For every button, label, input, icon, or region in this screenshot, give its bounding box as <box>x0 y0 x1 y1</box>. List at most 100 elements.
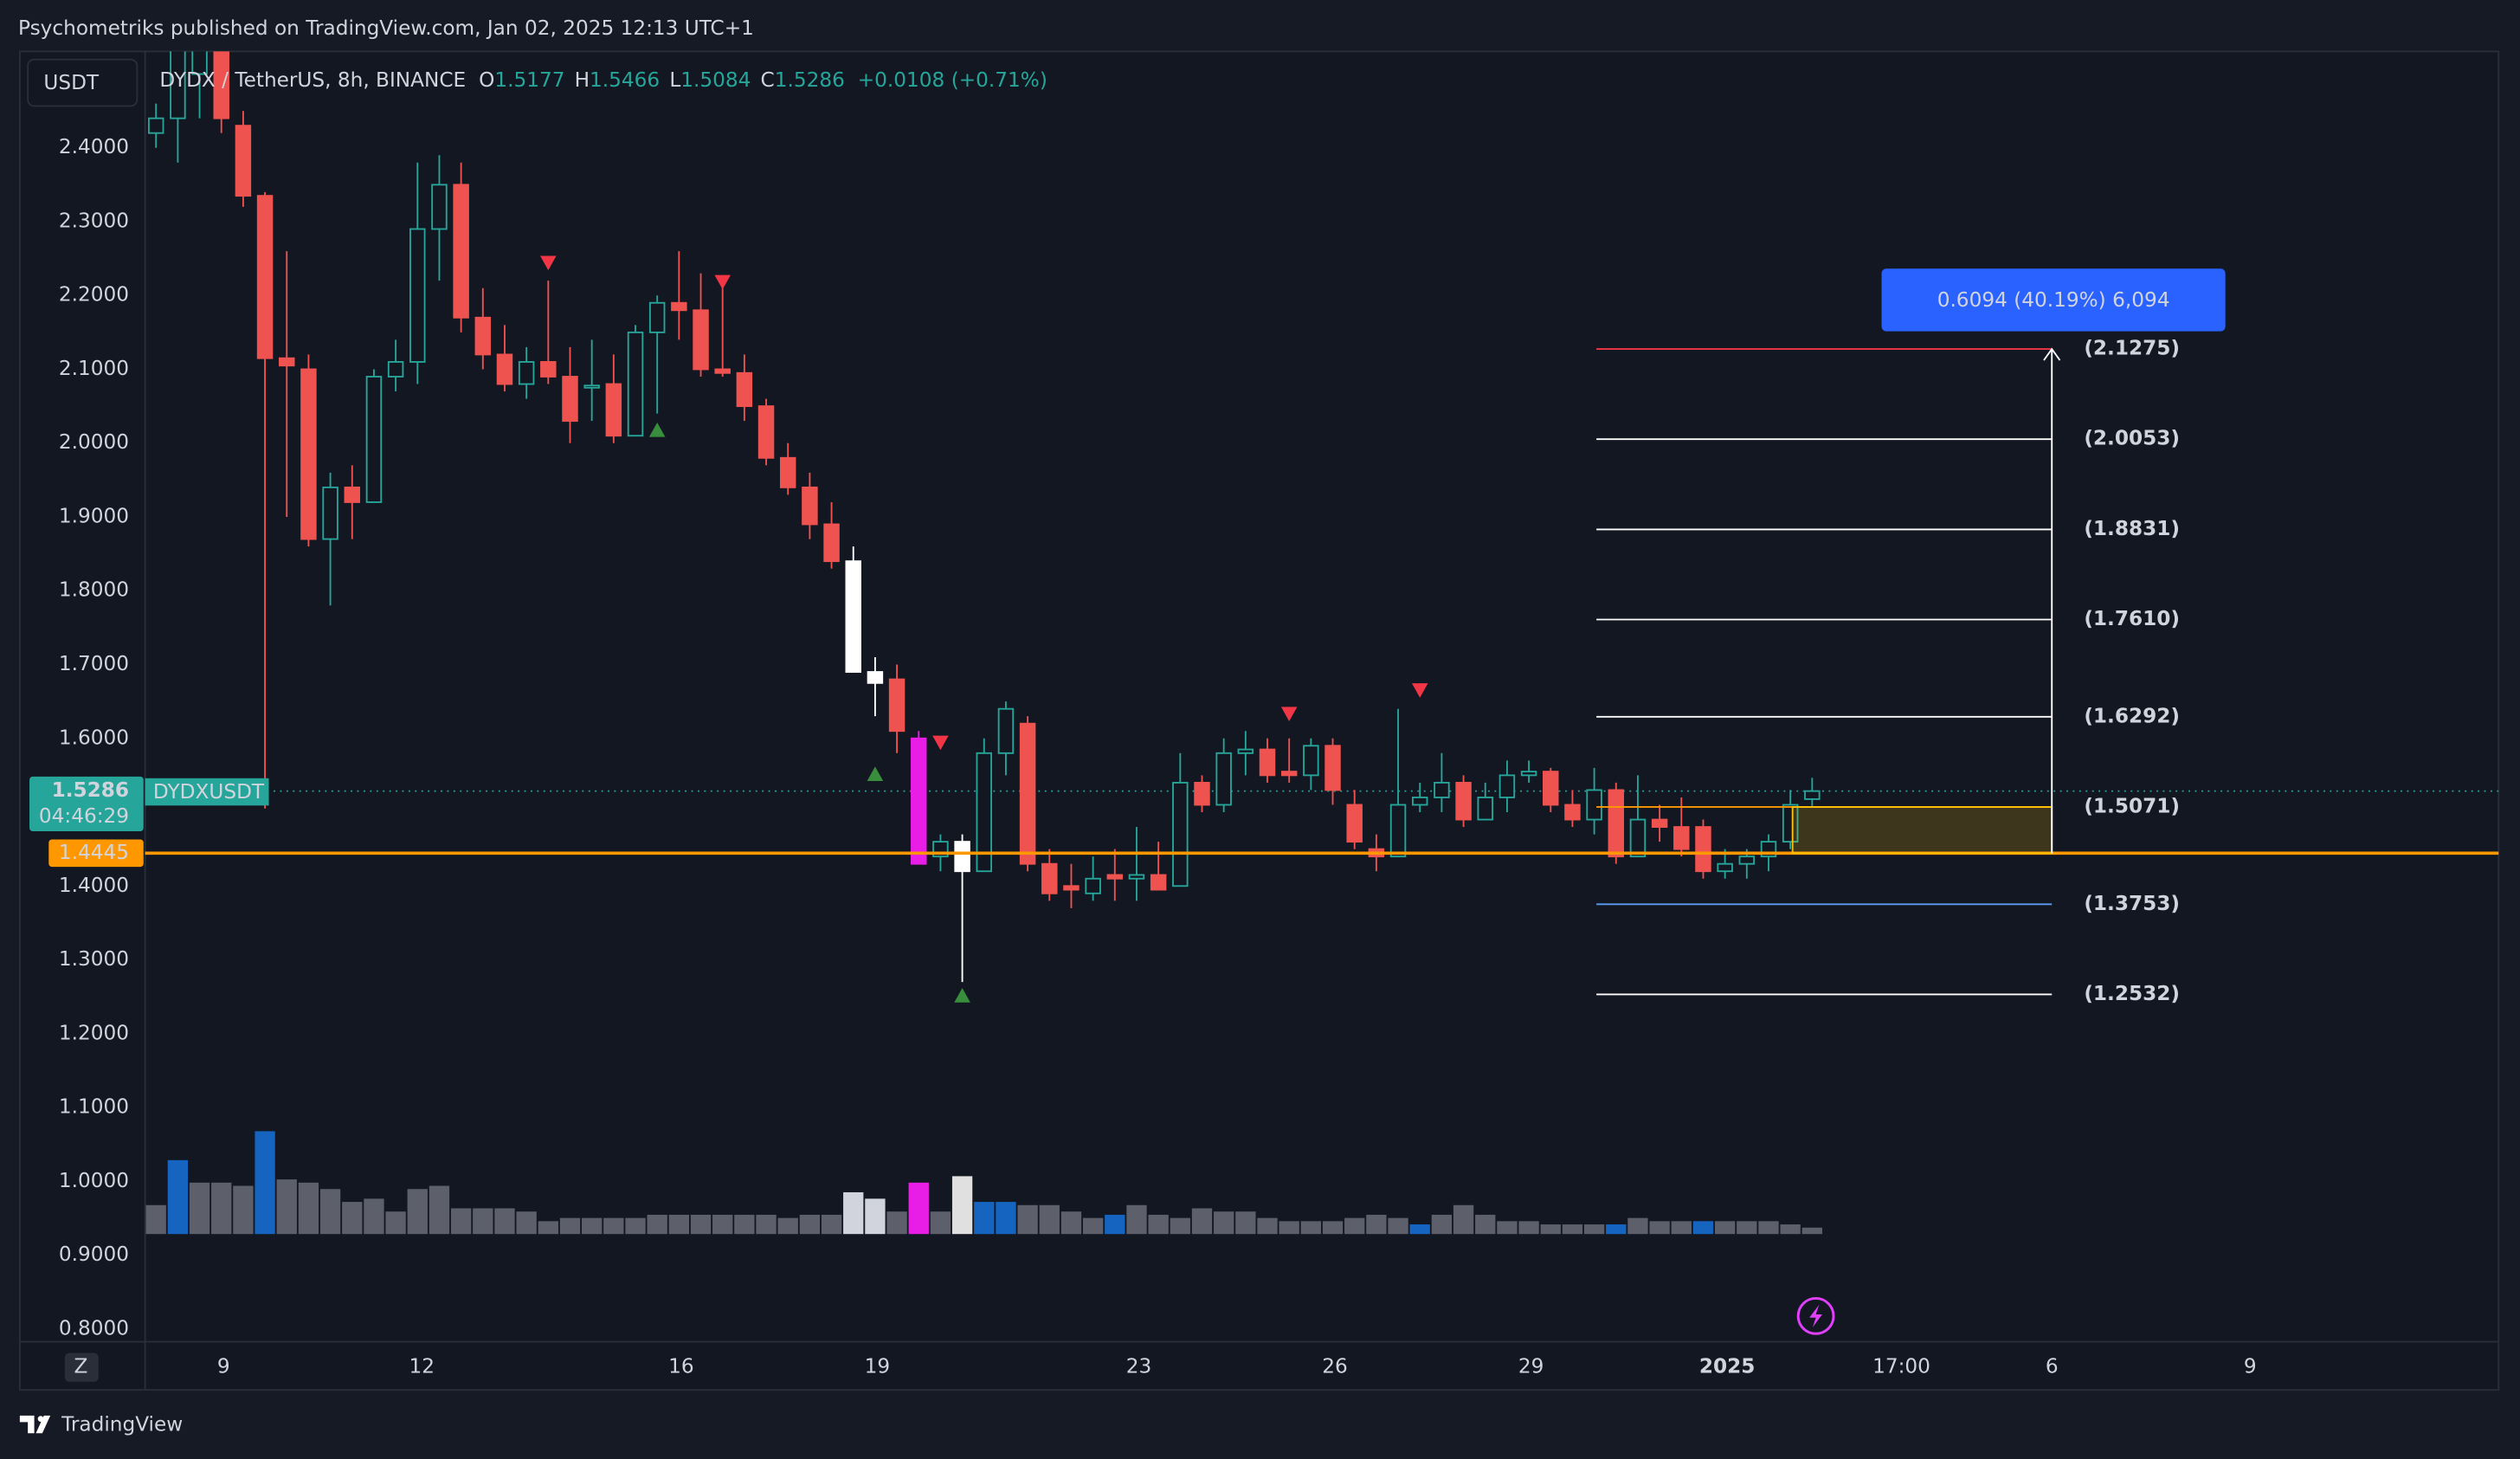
candle-body <box>757 405 775 459</box>
candle-body <box>344 486 360 503</box>
y-tick-label: 1.3000 <box>59 947 129 971</box>
y-tick-label: 1.4000 <box>59 874 129 897</box>
x-tick-label: 16 <box>668 1355 694 1378</box>
candle-body <box>1564 804 1581 821</box>
legend-field-label: O <box>479 68 494 91</box>
measure-box <box>1881 268 2226 332</box>
fib-label: (2.1275) <box>2084 337 2180 360</box>
volume-bar <box>1322 1221 1344 1235</box>
candle-body <box>1629 818 1647 858</box>
candle-body <box>1608 789 1625 858</box>
volume-bar <box>1017 1204 1038 1235</box>
y-tick-label: 2.2000 <box>59 283 129 307</box>
volume-bar <box>494 1208 515 1235</box>
candle-body <box>1063 885 1080 891</box>
volume-bar <box>1191 1208 1213 1235</box>
zoom-button[interactable] <box>64 1352 99 1382</box>
volume-bar <box>1082 1217 1104 1235</box>
y-tick-label: 2.1000 <box>59 357 129 380</box>
volume-bar <box>1300 1221 1322 1235</box>
volume-bar <box>559 1217 581 1235</box>
last-price-box <box>29 776 144 832</box>
y-tick-label: 1.0000 <box>59 1169 129 1192</box>
signal-marker <box>1411 683 1428 698</box>
signal-marker <box>867 766 884 781</box>
currency-label[interactable]: USDT <box>43 71 100 94</box>
measure-arrowhead <box>2043 347 2061 361</box>
volume-bar <box>342 1202 363 1235</box>
x-tick-label: 17:00 <box>1872 1355 1930 1378</box>
candle-body <box>1215 752 1232 806</box>
currency-button[interactable] <box>27 58 139 107</box>
candle-body <box>648 301 666 333</box>
lightning-button[interactable] <box>1796 1296 1835 1335</box>
volume-bar <box>1692 1221 1714 1235</box>
symbol-box <box>145 778 269 806</box>
candle-body <box>1041 862 1058 894</box>
countdown: 04:46:29 <box>39 804 129 828</box>
legend-change: +0.0108 <box>858 68 945 91</box>
legend-field-label: C <box>761 68 775 91</box>
candle-body <box>976 752 993 873</box>
volume-bar <box>189 1182 210 1235</box>
candle-body <box>1128 874 1145 880</box>
candle-body <box>1303 745 1319 777</box>
volume-bar <box>974 1202 995 1235</box>
volume-bar <box>1148 1214 1169 1235</box>
candle-body <box>671 301 687 312</box>
volume-bar <box>1039 1204 1060 1235</box>
volume-bar <box>1627 1217 1648 1235</box>
volume-bar <box>799 1214 821 1235</box>
signal-marker <box>932 735 949 751</box>
volume-bar <box>756 1214 777 1235</box>
x-tick-label: 9 <box>2244 1355 2257 1378</box>
candle-body <box>1346 804 1363 843</box>
candle-body <box>1717 862 1733 873</box>
volume-bar <box>582 1217 603 1235</box>
candle-body <box>1543 771 1559 806</box>
candle-body <box>1411 797 1428 806</box>
fib-label: (1.5071) <box>2084 794 2180 817</box>
volume-bar <box>1126 1204 1147 1235</box>
x-tick-label: 23 <box>1126 1355 1152 1378</box>
y-tick-label: 0.9000 <box>59 1243 129 1266</box>
candle-body <box>911 737 927 865</box>
candle-body <box>1434 781 1450 798</box>
volume-bar <box>886 1211 907 1235</box>
volume-bar <box>473 1208 493 1235</box>
x-tick-label: 26 <box>1322 1355 1348 1378</box>
volume-bar <box>211 1182 232 1235</box>
volume-bar <box>690 1214 712 1235</box>
symbol-label: DYDXUSDT <box>153 780 265 804</box>
candle-body <box>1455 781 1472 821</box>
volume-bar <box>385 1211 406 1235</box>
volume-bar <box>603 1217 624 1235</box>
candle-body <box>736 371 753 408</box>
volume-bar <box>1257 1217 1278 1235</box>
fib-label: (1.8831) <box>2084 517 2180 540</box>
candle-body <box>693 309 709 371</box>
volume-bar <box>1475 1214 1496 1235</box>
zoom-icon[interactable]: Z <box>74 1355 87 1378</box>
signal-marker <box>714 274 731 290</box>
candle-body <box>779 456 796 488</box>
candle-body <box>1651 818 1668 828</box>
candle-body <box>1477 797 1493 821</box>
volume-bar <box>865 1198 886 1235</box>
candle-body <box>1738 855 1756 865</box>
volume-bar <box>1060 1211 1082 1235</box>
volume-bar <box>1583 1224 1605 1235</box>
candle-body <box>300 368 317 540</box>
candle-body <box>213 51 229 119</box>
candle-body <box>474 316 492 356</box>
volume-bar <box>1366 1214 1387 1235</box>
volume-bar <box>1518 1221 1539 1235</box>
x-tick-label: 6 <box>2046 1355 2059 1378</box>
volume-bar <box>319 1189 341 1235</box>
legend-change-pct: (+0.71%) <box>951 68 1047 91</box>
lightning-icon[interactable] <box>1809 1304 1823 1327</box>
volume-bar <box>668 1214 690 1235</box>
y-tick-label: 1.1000 <box>59 1095 129 1119</box>
y-tick-label: 1.9000 <box>59 504 129 527</box>
